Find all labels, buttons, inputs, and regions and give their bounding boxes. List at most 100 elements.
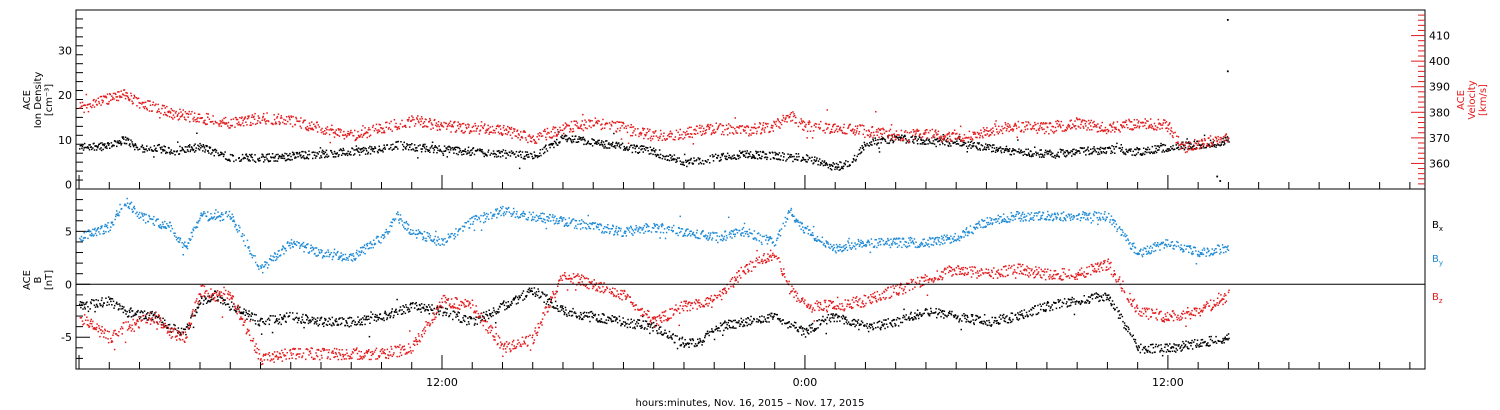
density-point [179,145,181,148]
density-point [342,152,344,155]
velocity-point [207,113,209,115]
density-point [667,155,670,157]
velocity-point [322,131,324,133]
density-point [564,134,567,136]
velocity-point [82,104,85,107]
bx-point [396,298,398,301]
bx-point [371,313,374,315]
density-point [136,146,139,149]
density-point [182,149,184,151]
bx-point [267,317,270,320]
bx-point [721,324,723,326]
density-point [116,141,119,144]
bx-point [331,325,333,327]
density-point [805,160,807,163]
velocity-point [944,136,947,138]
density-point [564,135,566,138]
density-point [344,154,347,156]
velocity-point [493,129,496,132]
density-point [759,157,761,159]
velocity-point [491,125,494,128]
velocity-point [988,135,990,137]
density-point [162,150,164,152]
velocity-point [1099,130,1102,132]
density-point [1031,153,1034,155]
bx-point [276,318,278,320]
bx-point [756,318,758,320]
velocity-point [1050,129,1052,131]
bx-point [261,318,263,320]
bx-point [779,318,781,320]
bx-point [491,311,494,314]
velocity-point [1199,147,1201,149]
velocity-point [887,137,889,139]
velocity-point [369,134,372,136]
velocity-point [114,92,116,95]
velocity-point [830,131,832,133]
density-point [921,141,924,144]
velocity-point [1024,128,1027,131]
velocity-point [257,115,260,117]
bx-point [495,322,497,324]
velocity-point [192,120,195,122]
bx-point [647,325,649,327]
velocity-point [1167,128,1170,130]
bx-point [763,316,765,318]
bx-point [975,318,978,321]
density-point [1009,153,1011,156]
density-point [956,140,958,142]
density-point [326,153,328,156]
velocity-point [1118,129,1120,132]
density-point [282,157,284,159]
density-point [551,142,553,145]
velocity-point [1190,149,1193,151]
velocity-point [189,120,191,123]
bx-point [839,320,841,322]
velocity-point [266,112,268,114]
density-point [202,144,205,146]
density-point [1148,151,1150,154]
bx-point [139,311,141,314]
velocity-point [1116,121,1119,123]
bx-point [247,313,249,315]
density-point [590,143,592,145]
velocity-point [504,133,507,135]
density-point [1178,148,1180,151]
density-point [758,154,760,156]
velocity-point [516,129,519,131]
density-point [557,144,559,146]
bx-point [941,310,943,313]
density-point [273,157,276,159]
density-point [717,154,720,157]
density-point [99,148,101,150]
density-point [912,141,914,143]
density-point [1059,148,1062,151]
velocity-point [1147,120,1149,122]
velocity-point [577,127,579,129]
bx-point [894,325,897,327]
velocity-point [1188,145,1191,147]
bx-point [400,313,403,315]
bx-point [843,323,845,325]
velocity-point [1017,120,1020,123]
bx-point [229,309,231,311]
bx-point [714,328,717,331]
velocity-point [1203,137,1206,140]
bx-point [90,302,92,305]
density-point [607,147,609,149]
density-point [1170,146,1172,148]
velocity-point [279,117,282,119]
velocity-point [908,141,910,144]
velocity-point [89,105,92,108]
bx-point [505,308,508,310]
bx-point [829,317,831,319]
density-point [1224,143,1226,145]
velocity-point [222,121,225,124]
bx-point [963,315,966,317]
velocity-point [686,130,688,133]
density-point [1149,152,1151,155]
velocity-point [807,121,809,124]
density-point [1041,156,1043,158]
velocity-point [501,134,503,136]
density-point [429,147,432,149]
